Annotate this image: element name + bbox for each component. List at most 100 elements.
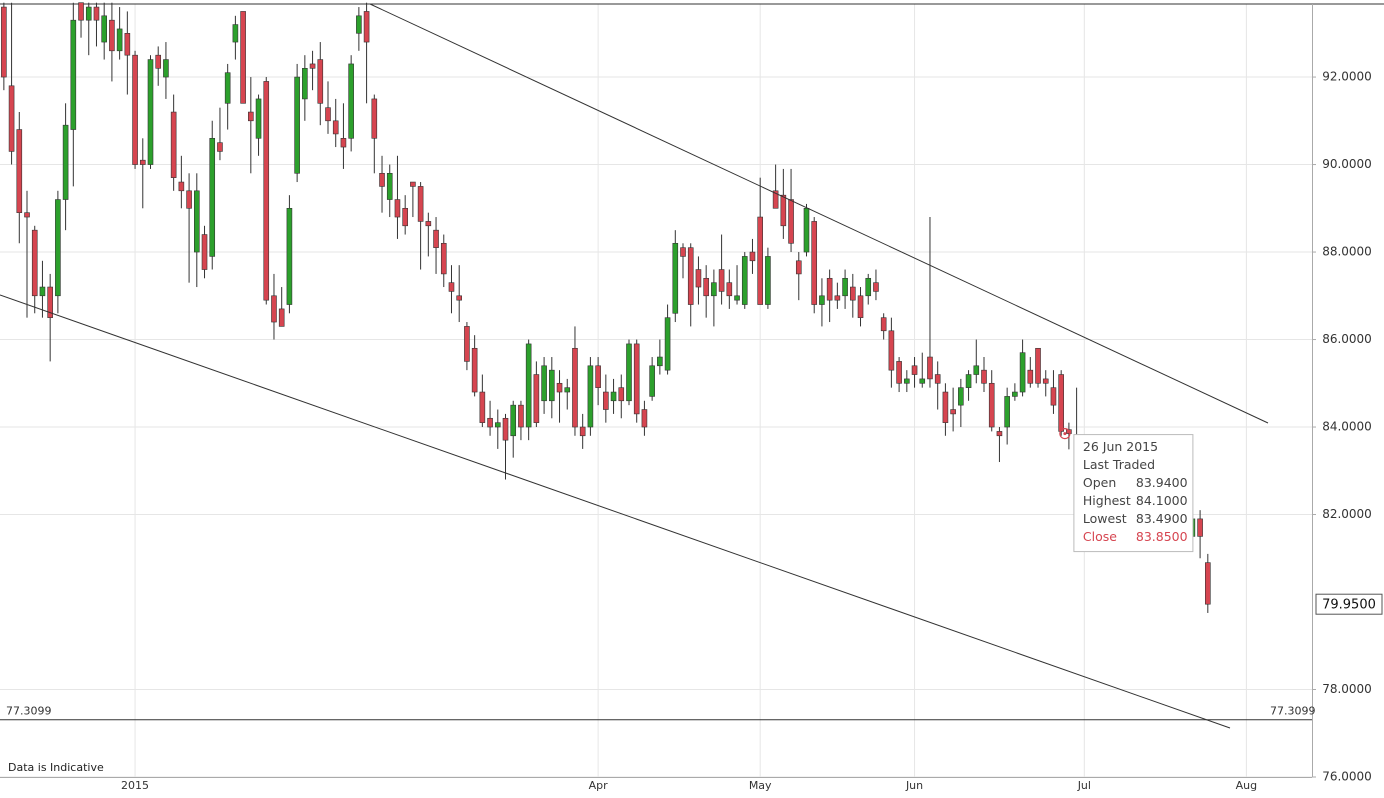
candle-body (70, 19, 77, 130)
tooltip-row-value: 83.9400 (1136, 475, 1188, 490)
candle-body (232, 24, 239, 43)
candle-body (657, 356, 663, 367)
candle-body (680, 247, 686, 257)
candle-body (155, 54, 162, 69)
candle-body (224, 72, 231, 104)
candle-body (494, 422, 501, 428)
candle-body (726, 282, 733, 297)
candle-body (356, 15, 362, 34)
candle-body (958, 387, 964, 406)
candle-body (703, 277, 709, 297)
candle-body (132, 54, 138, 165)
candle-body (888, 330, 895, 371)
tooltip-marker-dot (1063, 432, 1067, 436)
candle-body (255, 98, 262, 139)
candle-body (695, 269, 702, 288)
candle-body (873, 282, 879, 292)
candle-body (502, 417, 509, 441)
candle-body (934, 374, 941, 384)
candle-body (525, 343, 532, 428)
candle-body (294, 76, 300, 174)
candle-body (649, 365, 655, 397)
candle-body (533, 374, 540, 423)
candle-body (1050, 387, 1057, 406)
y-tick-label: 76.0000 (1322, 770, 1372, 784)
candle-body (541, 365, 547, 402)
trend-line-lower (0, 294, 1231, 729)
tooltip-row-label: Open (1083, 475, 1116, 490)
candle-body (672, 242, 679, 314)
candle-body (556, 382, 563, 393)
candle-body (1197, 518, 1203, 537)
candle-body (24, 212, 30, 218)
candle-body (456, 295, 463, 301)
overlay: 77.3099 77.3099 79.9500 26 Jun 2015 Last Tra… (0, 427, 1383, 721)
candle-body (62, 124, 69, 200)
x-tick-label: May (749, 779, 772, 792)
candle-body (55, 199, 61, 297)
candle-body (626, 343, 632, 402)
tooltip-title: Last Traded (1083, 457, 1155, 472)
x-tick-label: Jul (1077, 779, 1091, 792)
tooltip-row-label: Highest (1083, 493, 1131, 508)
y-tick-label: 78.0000 (1322, 682, 1372, 696)
candle-body (440, 242, 447, 275)
candle-body (826, 277, 833, 301)
candle-body (209, 138, 216, 257)
candle-body (201, 234, 208, 270)
candle-body (178, 181, 185, 192)
candle-body (996, 431, 1003, 437)
reference-label: 77.3099 (1270, 705, 1316, 718)
candle-body (101, 15, 107, 43)
candle-body (31, 229, 38, 297)
candle-body (741, 256, 748, 305)
candle-body (857, 295, 864, 318)
candle-body (981, 369, 987, 384)
candle-body (363, 11, 370, 43)
tooltip-box (1073, 434, 1194, 553)
candle-body (479, 391, 486, 423)
candle-body (919, 378, 926, 384)
candle-body (124, 33, 131, 56)
candle-body (109, 19, 115, 52)
candle-body (842, 277, 848, 297)
candle-body (487, 417, 493, 428)
y-tick-label: 86.0000 (1322, 332, 1372, 346)
candle-body (116, 28, 123, 52)
candle-body (772, 190, 779, 209)
tooltip: 26 Jun 2015 Last Traded Open 83.9400 Highest… (1073, 434, 1194, 553)
candle-body (371, 98, 378, 139)
candle-body (1027, 369, 1034, 384)
trend-line-upper (369, 3, 1269, 424)
tooltip-row-value: 84.1000 (1136, 493, 1188, 508)
y-tick-label: 92.0000 (1322, 70, 1372, 84)
candle-body (386, 172, 393, 200)
candle-body (248, 111, 254, 122)
candle-body (1, 6, 7, 78)
candle-body (448, 282, 455, 292)
candle-body (263, 81, 270, 301)
tooltip-date: 26 Jun 2015 (1083, 439, 1158, 454)
candle-body (194, 190, 200, 253)
candle-body (186, 190, 192, 209)
candle-body (765, 256, 771, 305)
y-tick-label: 90.0000 (1322, 157, 1372, 171)
candle-body (1035, 347, 1041, 384)
candle-body (271, 295, 277, 323)
tooltip-row-value: 83.4900 (1136, 511, 1188, 526)
candle-body (170, 111, 177, 178)
candle-body (425, 221, 432, 227)
candle-body (278, 308, 285, 327)
candle-body (803, 207, 810, 253)
candle-body (603, 391, 609, 410)
candle-body (464, 326, 470, 362)
candle-body (433, 229, 439, 248)
candle-body (518, 404, 524, 428)
candle-body (240, 11, 246, 104)
tooltip-row-label: Lowest (1083, 511, 1127, 526)
candle-body (572, 347, 578, 428)
candle-body (147, 59, 154, 165)
candle-body (749, 251, 756, 262)
candle-body (217, 142, 223, 152)
candle-body (664, 317, 671, 371)
